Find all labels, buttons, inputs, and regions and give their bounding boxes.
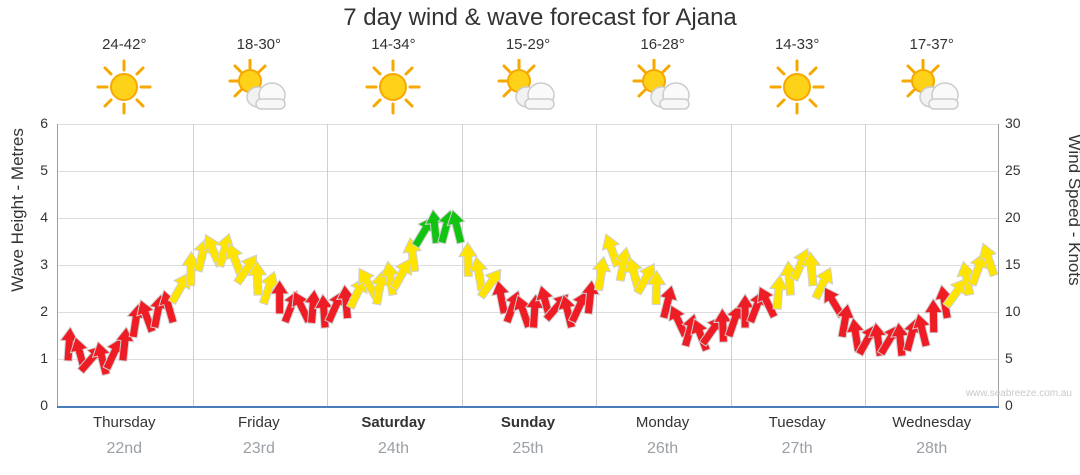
day-date: 22nd [106, 440, 143, 457]
temperature-range: 24-42° [102, 36, 147, 53]
wind-arrow [923, 297, 944, 334]
day-header-saturday: 14-34° [326, 36, 460, 120]
gridline [58, 265, 998, 266]
day-header-wednesday: 17-37° [865, 36, 999, 120]
wind-arrow [446, 209, 466, 245]
y-tick-left: 6 [40, 115, 48, 131]
temperature-range: 14-34° [371, 36, 416, 53]
day-date: 27th [781, 440, 813, 457]
forecast-plot [57, 124, 999, 406]
y-tick-left: 0 [40, 397, 48, 413]
gridline [58, 359, 998, 360]
day-separator [865, 124, 866, 406]
gridline [58, 218, 998, 219]
day-header-thursday: 24-42° [57, 36, 191, 120]
wind-arrow [658, 284, 678, 320]
day-footer-monday: Monday 26th [596, 414, 730, 458]
wind-arrow-series [59, 208, 998, 377]
wind-arrow [247, 260, 268, 296]
day-name: Saturday [361, 414, 426, 431]
wind-arrow [756, 285, 779, 320]
y-tick-left: 5 [40, 162, 48, 178]
day-separator [731, 124, 732, 406]
y-tick-right: 30 [1005, 115, 1021, 131]
wind-arrow [646, 269, 667, 306]
wind-arrow [389, 257, 412, 292]
gridline [58, 171, 998, 172]
day-date: 24th [377, 440, 409, 457]
temperature-range: 15-29° [505, 36, 551, 53]
y-tick-left: 1 [40, 350, 48, 366]
day-header-sunday: 15-29° [461, 36, 595, 120]
day-date: 26th [646, 440, 679, 457]
day-separator [462, 124, 463, 406]
wind-arrow [345, 276, 368, 311]
sunny-icon [326, 59, 460, 117]
wind-arrow [801, 250, 822, 287]
temperature-range: 16-28° [640, 36, 685, 53]
sunny-icon [730, 59, 864, 117]
day-footer-saturday: Saturday 24th [326, 414, 460, 458]
wind-arrow [942, 277, 967, 310]
day-date: 23rd [242, 440, 275, 457]
y-tick-left: 3 [40, 256, 48, 272]
day-footer-thursday: Thursday 22nd [57, 414, 191, 458]
page-title: 7 day wind & wave forecast for Ajana [343, 4, 737, 31]
day-name: Friday [238, 414, 280, 431]
y-tick-right: 10 [1005, 303, 1021, 319]
partly-cloudy-icon [865, 59, 999, 117]
day-date: 25th [512, 440, 544, 457]
partly-cloudy-icon [192, 59, 326, 117]
day-footer-sunday: Sunday 25th [461, 414, 595, 458]
day-separator [327, 124, 328, 406]
day-date: 28th [916, 440, 948, 457]
wind-arrow [269, 278, 290, 315]
gridline [58, 124, 998, 125]
day-name: Monday [635, 414, 690, 431]
y-tick-right: 5 [1005, 350, 1013, 366]
wind-arrow [167, 272, 191, 306]
partly-cloudy-icon [461, 59, 595, 117]
day-footer-tuesday: Tuesday 27th [730, 414, 864, 458]
temperature-range: 17-37° [909, 36, 954, 53]
watermark: www.seabreeze.com.au [965, 388, 1072, 399]
y-tick-left: 2 [40, 303, 48, 319]
partly-cloudy-icon [596, 59, 730, 117]
sunny-icon [57, 59, 191, 117]
y-tick-right: 0 [1005, 397, 1013, 413]
day-footer-friday: Friday 23rd [192, 414, 326, 458]
wind-arrow [490, 279, 511, 315]
wind-arrow [967, 251, 989, 287]
day-name: Wednesday [892, 414, 972, 431]
day-header-friday: 18-30° [192, 36, 326, 120]
temperature-range: 14-33° [774, 36, 820, 53]
day-name: Thursday [93, 414, 156, 431]
temperature-range: 18-30° [236, 36, 282, 53]
day-header-tuesday: 14-33° [730, 36, 864, 120]
y-tick-right: 20 [1005, 209, 1021, 225]
x-axis [57, 406, 999, 408]
y-axis-right-label: Wind Speed - Knots [1065, 134, 1080, 286]
day-name: Sunday [500, 414, 556, 431]
wind-arrow [811, 266, 834, 301]
day-name: Tuesday [768, 414, 826, 431]
day-footer-wednesday: Wednesday 28th [865, 414, 999, 458]
wind-arrow [978, 242, 998, 278]
y-tick-left: 4 [40, 209, 48, 225]
day-header-monday: 16-28° [596, 36, 730, 120]
y-tick-right: 25 [1005, 162, 1021, 178]
wind-arrow [591, 255, 612, 292]
y-tick-right: 15 [1005, 256, 1021, 272]
